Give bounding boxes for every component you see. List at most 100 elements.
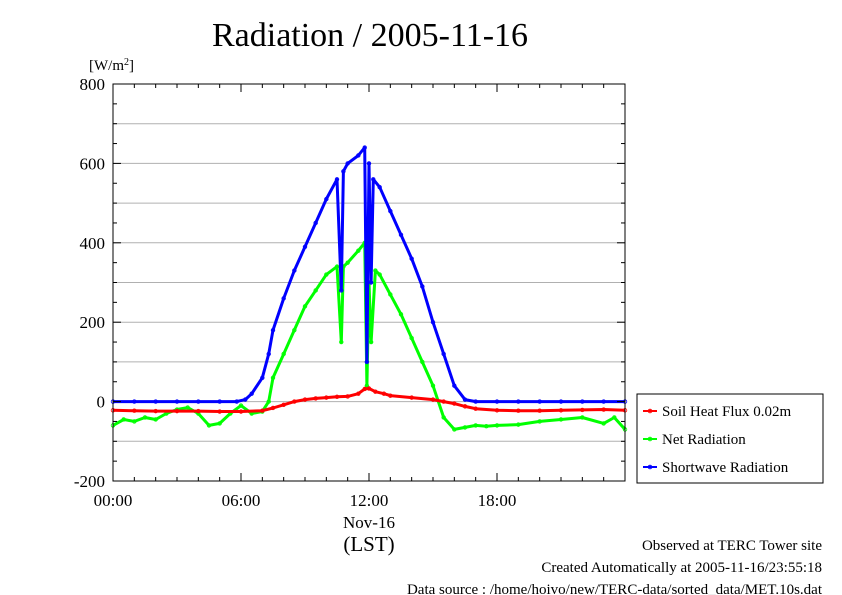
data-point <box>334 177 340 182</box>
data-point <box>339 339 344 345</box>
data-point <box>537 419 542 424</box>
data-point <box>473 406 478 411</box>
data-point <box>356 153 361 158</box>
y-axis-unit: [W/m2] <box>89 57 134 75</box>
data-point <box>473 399 478 404</box>
data-point <box>473 423 478 428</box>
data-point <box>377 272 382 277</box>
y-tick-label: 800 <box>80 75 106 94</box>
data-point <box>364 359 370 365</box>
data-point <box>313 288 318 293</box>
data-point <box>196 408 201 414</box>
x-axis-ticks: 00:00 06:00 12:00 18:00 <box>94 84 626 510</box>
data-point <box>281 296 286 301</box>
data-point <box>441 415 446 420</box>
data-point <box>368 280 374 285</box>
data-point <box>217 421 222 426</box>
data-point <box>484 424 489 429</box>
y-tick-label: 200 <box>80 313 106 332</box>
data-point <box>302 244 308 249</box>
data-point <box>494 408 500 413</box>
y-axis-ticks: 800 600 400 200 0 -200 <box>74 75 625 491</box>
data-point <box>371 177 376 182</box>
data-point <box>362 386 367 392</box>
data-point <box>398 312 404 317</box>
legend-box <box>636 393 824 484</box>
data-point <box>462 397 468 402</box>
x-tick-label: 00:00 <box>94 491 133 510</box>
data-point <box>452 401 457 406</box>
x-axis-title: (LST) <box>343 532 394 556</box>
data-point <box>292 327 297 333</box>
data-point <box>302 304 308 309</box>
data-point <box>345 161 350 166</box>
data-point <box>142 415 148 420</box>
data-point <box>341 169 346 174</box>
data-point <box>313 220 318 226</box>
series-line-2 <box>113 146 625 404</box>
footer-source: Data source : /home/hoivo/new/TERC-data/… <box>407 582 823 595</box>
data-point <box>430 320 436 325</box>
data-point <box>373 268 378 273</box>
data-point <box>345 394 350 399</box>
data-point <box>558 417 564 422</box>
data-point <box>368 339 374 345</box>
data-point <box>494 399 500 404</box>
legend-marker <box>647 436 653 442</box>
x-axis-date-label: Nov-16 <box>343 513 395 532</box>
data-point <box>132 408 137 413</box>
data-point <box>430 383 436 388</box>
data-point <box>292 268 297 273</box>
data-point <box>494 423 500 428</box>
data-point <box>558 408 564 413</box>
y-tick-label: 400 <box>80 234 106 253</box>
data-point <box>409 395 414 400</box>
data-point <box>366 161 372 166</box>
data-point <box>324 395 329 400</box>
data-point <box>601 399 606 404</box>
data-point <box>420 284 425 289</box>
data-point <box>580 415 585 420</box>
data-point <box>153 417 158 422</box>
data-point <box>292 399 297 404</box>
chart-title: Radiation / 2005-11-16 <box>212 17 528 54</box>
data-point <box>281 351 286 357</box>
data-point <box>302 397 308 402</box>
footer-site: Observed at TERC Tower site <box>642 538 822 554</box>
data-point <box>516 422 521 427</box>
data-point <box>362 145 367 150</box>
data-point <box>339 288 344 293</box>
legend-label: Shortwave Radiation <box>662 460 789 476</box>
data-point <box>324 196 329 202</box>
data-point <box>153 408 158 414</box>
data-point <box>234 399 239 404</box>
data-point <box>334 264 340 269</box>
x-tick-label: 06:00 <box>222 491 261 510</box>
data-point <box>537 408 542 413</box>
data-point <box>324 272 329 277</box>
legend-marker <box>647 408 653 414</box>
data-point <box>260 375 265 380</box>
data-point <box>441 399 446 404</box>
data-point <box>409 335 414 341</box>
data-point <box>452 383 457 388</box>
data-point <box>334 394 340 400</box>
data-point <box>516 408 521 413</box>
data-point <box>260 408 265 413</box>
data-point <box>388 208 393 214</box>
legend-label: Soil Heat Flux 0.02m <box>662 404 792 420</box>
data-point <box>580 407 585 413</box>
data-point <box>270 405 276 411</box>
data-point <box>196 399 201 404</box>
data-point <box>441 351 446 357</box>
data-point <box>266 351 271 357</box>
data-point <box>356 248 361 253</box>
data-point <box>174 408 180 414</box>
data-point <box>270 375 276 380</box>
data-point <box>388 292 393 297</box>
data-point <box>366 386 372 391</box>
data-point <box>217 409 222 414</box>
data-point <box>580 399 585 404</box>
y-tick-label: 600 <box>80 154 106 173</box>
